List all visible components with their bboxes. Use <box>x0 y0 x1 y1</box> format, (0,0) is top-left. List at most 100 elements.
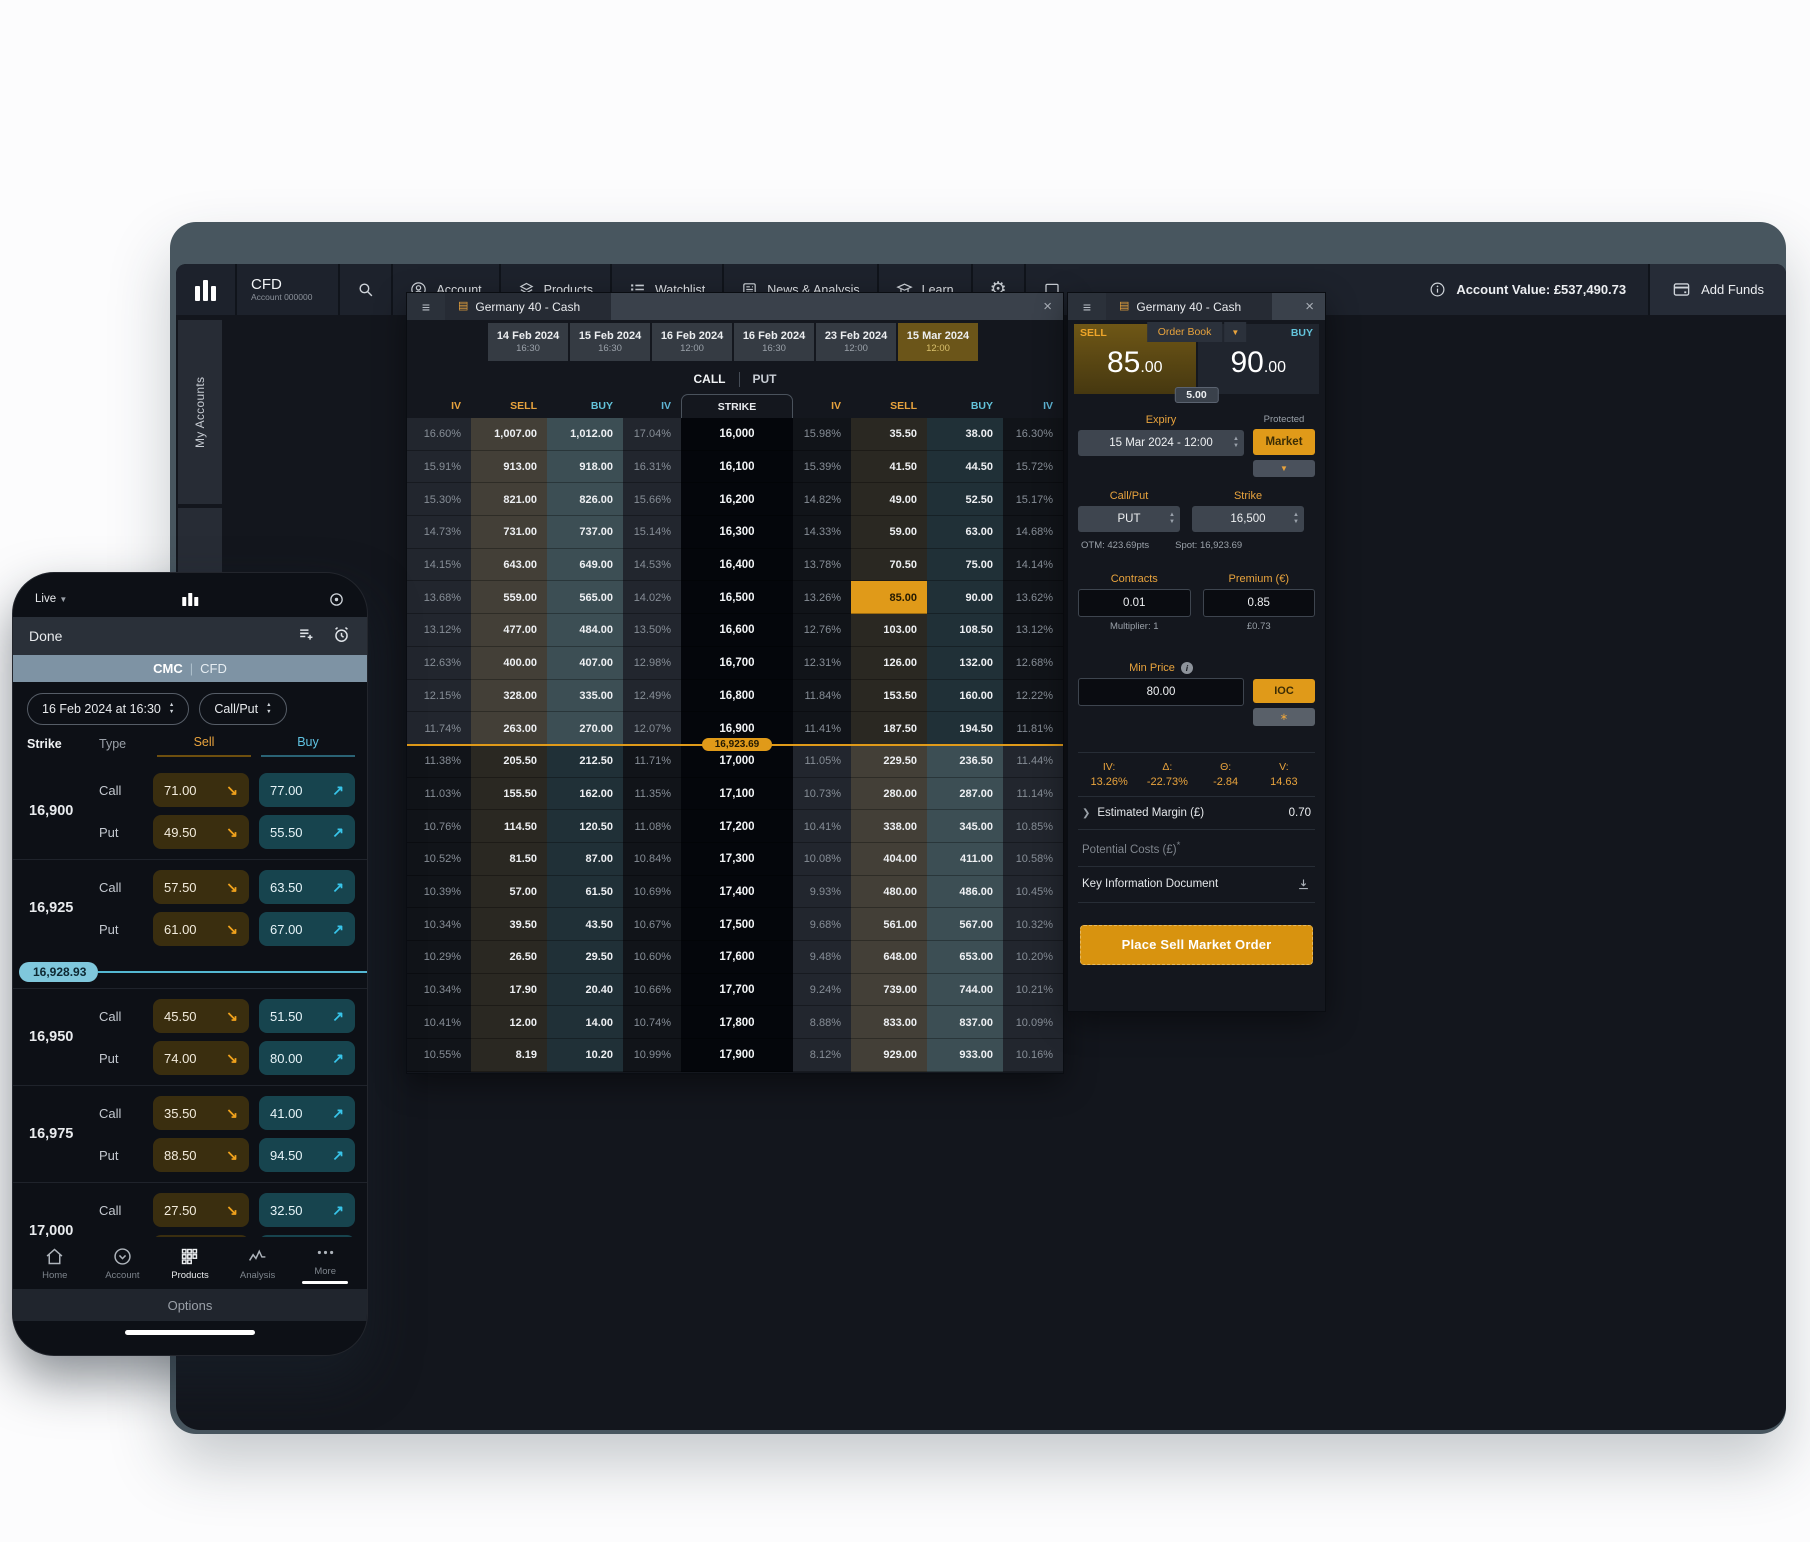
call-sell-price[interactable]: 205.50 <box>471 744 547 778</box>
phone-sell-button[interactable]: 49.50 ↘ <box>153 815 249 849</box>
put-sell-price[interactable]: 648.00 <box>851 941 927 974</box>
call-sell-price[interactable]: 731.00 <box>471 516 547 549</box>
call-buy-price[interactable]: 484.00 <box>547 614 623 647</box>
put-sell-price[interactable]: 404.00 <box>851 842 927 876</box>
call-sell-price[interactable]: 913.00 <box>471 450 547 484</box>
put-buy-price[interactable]: 160.00 <box>927 679 1003 713</box>
callput-filter-pill[interactable]: Call/Put ▲ ▼ <box>199 693 287 725</box>
sidebar-item-my-accounts[interactable]: My Accounts <box>178 320 222 504</box>
put-sell-price[interactable]: 229.50 <box>851 744 927 778</box>
put-sell-price[interactable]: 59.00 <box>851 516 927 549</box>
phone-sell-button[interactable]: 57.50 ↘ <box>153 870 249 904</box>
phone-nav-analysis[interactable]: Analysis <box>230 1246 286 1281</box>
tab-call[interactable]: CALL <box>693 372 726 386</box>
put-buy-price[interactable]: 63.00 <box>927 516 1003 549</box>
put-sell-price[interactable]: 833.00 <box>851 1006 927 1040</box>
put-buy-price[interactable]: 486.00 <box>927 875 1003 909</box>
call-sell-price[interactable]: 559.00 <box>471 581 547 615</box>
put-buy-price[interactable]: 52.50 <box>927 483 1003 517</box>
expiry-date-option[interactable]: 15 Feb 2024 16:30 <box>570 323 650 361</box>
done-button[interactable]: Done <box>29 628 63 644</box>
call-sell-price[interactable]: 39.50 <box>471 908 547 941</box>
put-sell-price[interactable]: 929.00 <box>851 1039 927 1072</box>
ioc-expand-button[interactable]: ∗ <box>1253 708 1315 726</box>
put-buy-price[interactable]: 194.50 <box>927 712 1003 745</box>
phone-nav-more[interactable]: More <box>297 1242 353 1284</box>
call-buy-price[interactable]: 649.00 <box>547 548 623 582</box>
call-buy-price[interactable]: 212.50 <box>547 744 623 778</box>
download-icon[interactable] <box>1296 877 1311 892</box>
order-book-button[interactable]: Order Book <box>1146 322 1223 342</box>
call-sell-price[interactable]: 155.50 <box>471 777 547 811</box>
alarm-icon[interactable] <box>332 625 351 647</box>
phone-sell-button[interactable]: ↘ <box>153 1235 249 1237</box>
put-sell-price[interactable]: 70.50 <box>851 548 927 582</box>
place-sell-market-order-button[interactable]: Place Sell Market Order <box>1080 924 1313 965</box>
phone-sell-button[interactable]: 74.00 ↘ <box>153 1041 249 1075</box>
phone-sell-button[interactable]: 35.50 ↘ <box>153 1096 249 1130</box>
close-icon[interactable]: × <box>1305 298 1314 315</box>
phone-sell-button[interactable]: 61.00 ↘ <box>153 912 249 946</box>
call-buy-price[interactable]: 737.00 <box>547 516 623 549</box>
put-sell-price[interactable]: 49.00 <box>851 483 927 517</box>
phone-nav-products[interactable]: Products <box>162 1246 218 1281</box>
put-sell-price[interactable]: 153.50 <box>851 679 927 713</box>
panel-menu-button[interactable]: ≡ <box>1068 293 1106 320</box>
call-sell-price[interactable]: 477.00 <box>471 614 547 647</box>
call-buy-price[interactable]: 335.00 <box>547 679 623 713</box>
expiry-date-option[interactable]: 16 Feb 2024 12:00 <box>652 323 732 361</box>
search-button[interactable] <box>340 264 391 315</box>
buy-header[interactable]: Buy <box>261 735 355 757</box>
call-sell-price[interactable]: 1,007.00 <box>471 418 547 451</box>
call-sell-price[interactable]: 12.00 <box>471 1006 547 1040</box>
list-add-icon[interactable] <box>297 625 316 647</box>
phone-buy-button[interactable]: 32.50 ↗ <box>259 1193 355 1227</box>
call-sell-price[interactable]: 400.00 <box>471 646 547 680</box>
call-buy-price[interactable]: 14.00 <box>547 1006 623 1040</box>
put-buy-price[interactable]: 38.00 <box>927 418 1003 451</box>
expiry-date-option[interactable]: 14 Feb 2024 16:30 <box>488 323 568 361</box>
home-indicator[interactable] <box>125 1330 255 1335</box>
close-icon[interactable]: × <box>1043 298 1052 315</box>
phone-sell-button[interactable]: 27.50 ↘ <box>153 1193 249 1227</box>
expiry-select[interactable]: 15 Mar 2024 - 12:00 ▲ ▼ <box>1078 430 1244 456</box>
put-buy-price[interactable]: 837.00 <box>927 1006 1003 1040</box>
put-buy-price[interactable]: 744.00 <box>927 973 1003 1007</box>
cmc-logo[interactable] <box>176 264 235 315</box>
expiry-date-option[interactable]: 16 Feb 2024 16:30 <box>734 323 814 361</box>
kid-row[interactable]: Key Information Document <box>1078 867 1315 903</box>
call-sell-price[interactable]: 643.00 <box>471 548 547 582</box>
add-funds-button[interactable]: Add Funds <box>1650 264 1786 315</box>
potential-costs-row[interactable]: Potential Costs (£)* <box>1078 830 1315 867</box>
strike-stepper[interactable]: 16,500 ▲ ▼ <box>1192 506 1304 532</box>
call-buy-price[interactable]: 20.40 <box>547 973 623 1007</box>
put-buy-price[interactable]: 236.50 <box>927 744 1003 778</box>
order-type-expand-button[interactable]: ▼ <box>1253 460 1315 477</box>
ticket-tab[interactable]: ▤ Germany 40 - Cash <box>1106 293 1272 320</box>
call-buy-price[interactable]: 1,012.00 <box>547 418 623 451</box>
info-icon[interactable]: i <box>1180 662 1193 674</box>
put-buy-price[interactable]: 567.00 <box>927 908 1003 941</box>
call-buy-price[interactable]: 826.00 <box>547 483 623 517</box>
put-sell-price[interactable]: 739.00 <box>851 973 927 1007</box>
put-sell-price[interactable]: 41.50 <box>851 450 927 484</box>
chevron-down-icon[interactable]: ▼ <box>1224 322 1247 342</box>
ioc-button[interactable]: IOC <box>1253 679 1315 703</box>
put-buy-price[interactable]: 132.00 <box>927 646 1003 680</box>
call-sell-price[interactable]: 328.00 <box>471 679 547 713</box>
phone-buy-button[interactable]: 77.00 ↗ <box>259 773 355 807</box>
status-icon[interactable] <box>328 591 345 608</box>
put-sell-price[interactable]: 35.50 <box>851 418 927 451</box>
call-buy-price[interactable]: 918.00 <box>547 450 623 484</box>
phone-buy-button[interactable]: 41.00 ↗ <box>259 1096 355 1130</box>
call-buy-price[interactable]: 120.50 <box>547 810 623 843</box>
call-sell-price[interactable]: 821.00 <box>471 483 547 517</box>
tab-put[interactable]: PUT <box>752 372 777 386</box>
put-sell-price[interactable]: 561.00 <box>851 908 927 941</box>
phone-buy-button[interactable]: 67.00 ↗ <box>259 912 355 946</box>
call-buy-price[interactable]: 162.00 <box>547 777 623 811</box>
order-type-button[interactable]: Market <box>1253 429 1315 455</box>
put-buy-price[interactable]: 345.00 <box>927 810 1003 843</box>
call-buy-price[interactable]: 87.00 <box>547 842 623 876</box>
phone-nav-account[interactable]: Account <box>94 1246 150 1281</box>
